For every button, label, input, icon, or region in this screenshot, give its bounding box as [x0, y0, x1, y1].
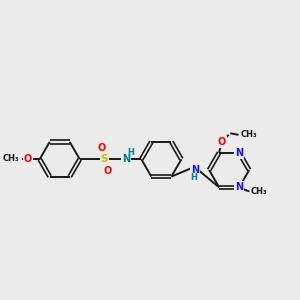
Text: N: N: [191, 165, 199, 175]
Text: CH₃: CH₃: [2, 154, 19, 164]
Text: H: H: [190, 173, 197, 182]
Text: H: H: [127, 148, 134, 157]
Text: N: N: [235, 182, 243, 192]
Text: N: N: [235, 148, 243, 158]
Text: O: O: [23, 154, 32, 164]
Text: O: O: [103, 166, 112, 176]
Text: O: O: [97, 142, 105, 152]
Text: S: S: [100, 154, 108, 164]
Text: CH₃: CH₃: [240, 130, 257, 139]
Text: CH₃: CH₃: [250, 188, 267, 196]
Text: N: N: [122, 154, 130, 164]
Text: O: O: [218, 137, 226, 147]
